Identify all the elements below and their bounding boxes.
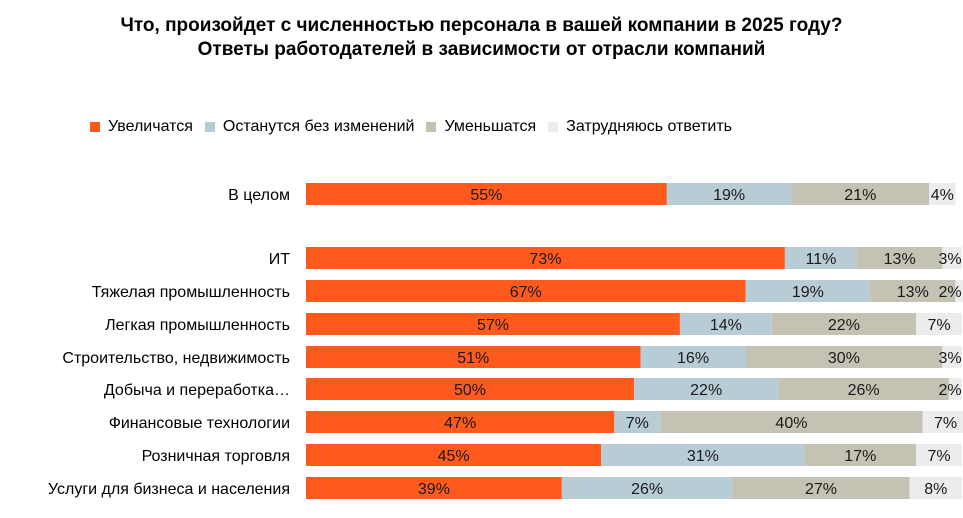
legend-label: Затрудняюсь ответить <box>566 118 732 135</box>
bar-segment <box>942 346 962 368</box>
data-label: 8% <box>924 481 947 498</box>
data-label: 14% <box>710 317 742 334</box>
bar-segment <box>942 247 962 269</box>
data-label: 50% <box>454 382 486 399</box>
data-label: 13% <box>884 251 916 268</box>
data-label: 22% <box>828 317 860 334</box>
data-label: 57% <box>477 317 509 334</box>
category-label: Строительство, недвижимость <box>62 350 290 367</box>
data-label: 7% <box>927 317 950 334</box>
category-label: Тяжелая промышленность <box>92 284 290 301</box>
data-label: 21% <box>844 187 876 204</box>
legend-swatch <box>90 122 100 132</box>
data-label: 19% <box>792 284 824 301</box>
chart-title: Что, произойдет с численностью персонала… <box>120 15 843 60</box>
bar-segment <box>732 477 910 499</box>
data-label: 55% <box>470 187 502 204</box>
legend-label: Останутся без изменений <box>222 118 415 135</box>
data-label: 22% <box>690 382 722 399</box>
bar-segment <box>634 378 779 400</box>
data-label: 3% <box>938 251 961 268</box>
bar-segment <box>909 477 962 499</box>
data-label: 26% <box>848 382 880 399</box>
data-label: 2% <box>938 284 961 301</box>
data-label: 7% <box>626 415 649 432</box>
bar-segment <box>306 346 641 368</box>
bar-segment <box>778 378 949 400</box>
category-label: В целом <box>228 187 290 204</box>
bar-segment <box>306 280 746 302</box>
bar-segment <box>857 247 943 269</box>
data-label: 67% <box>510 284 542 301</box>
legend-item: Останутся без изменений <box>204 118 419 136</box>
bar-segment <box>870 280 956 302</box>
data-label: 26% <box>631 481 663 498</box>
bar-segment <box>771 313 917 335</box>
bar-segment <box>666 183 792 205</box>
category-label: Услуги для бизнеса и населения <box>48 481 290 498</box>
bar-segment <box>660 411 923 433</box>
data-label: 30% <box>828 350 860 367</box>
chart-legend: Увеличатся Останутся без изменений Уменьша… <box>90 117 744 137</box>
bar-segment <box>745 280 871 302</box>
bar-segment <box>306 378 634 400</box>
bar-segment <box>306 444 602 466</box>
bar-segment <box>306 183 667 205</box>
data-label: 51% <box>457 350 489 367</box>
bar-segment <box>745 346 943 368</box>
data-label: 39% <box>418 481 450 498</box>
category-label: Добыча и переработка… <box>104 382 290 399</box>
data-label: 7% <box>934 415 957 432</box>
bar-segment <box>922 411 963 433</box>
category-label: Легкая промышленность <box>105 317 290 334</box>
data-label: 7% <box>927 448 950 465</box>
data-label: 73% <box>529 251 561 268</box>
data-label: 19% <box>713 187 745 204</box>
bar-segment <box>306 247 785 269</box>
bar-segment <box>791 183 930 205</box>
bar-segment <box>955 280 963 302</box>
bar-segment <box>306 477 562 499</box>
data-label: 13% <box>897 284 929 301</box>
data-label: 47% <box>444 415 476 432</box>
bar-segment <box>784 247 858 269</box>
legend-label: Уменьшатся <box>444 118 537 135</box>
legend-swatch <box>548 122 559 132</box>
category-label: Финансовые технологии <box>109 415 290 432</box>
category-label: ИТ <box>269 251 291 268</box>
bar-segment <box>614 411 661 433</box>
bar-segment <box>948 378 962 400</box>
bar-segment <box>561 477 733 499</box>
legend-label: Увеличатся <box>108 118 193 135</box>
bar-segment <box>929 183 956 205</box>
data-label: 27% <box>805 481 837 498</box>
bar-segment <box>601 444 805 466</box>
legend-swatch <box>204 122 215 132</box>
data-label: 45% <box>438 448 470 465</box>
bar-segment <box>640 346 746 368</box>
legend-item: Увеличатся <box>90 118 197 136</box>
legend-swatch <box>426 122 437 132</box>
data-label: 16% <box>677 350 709 367</box>
legend-item: Затрудняюсь ответить <box>548 118 736 136</box>
bar-segment <box>916 313 962 335</box>
bar-segment <box>804 444 917 466</box>
bar-segment <box>679 313 772 335</box>
bar-segment <box>916 444 962 466</box>
category-label: Розничная торговля <box>142 448 290 465</box>
bar-segment <box>306 411 615 433</box>
data-label: 3% <box>938 350 961 367</box>
data-label: 4% <box>931 187 954 204</box>
data-label: 11% <box>806 251 837 268</box>
data-label: 17% <box>844 448 876 465</box>
legend-item: Уменьшатся <box>426 118 540 136</box>
data-label: 31% <box>687 448 719 465</box>
data-label: 2% <box>938 382 961 399</box>
bar-segment <box>306 313 680 335</box>
data-label: 40% <box>775 415 807 432</box>
